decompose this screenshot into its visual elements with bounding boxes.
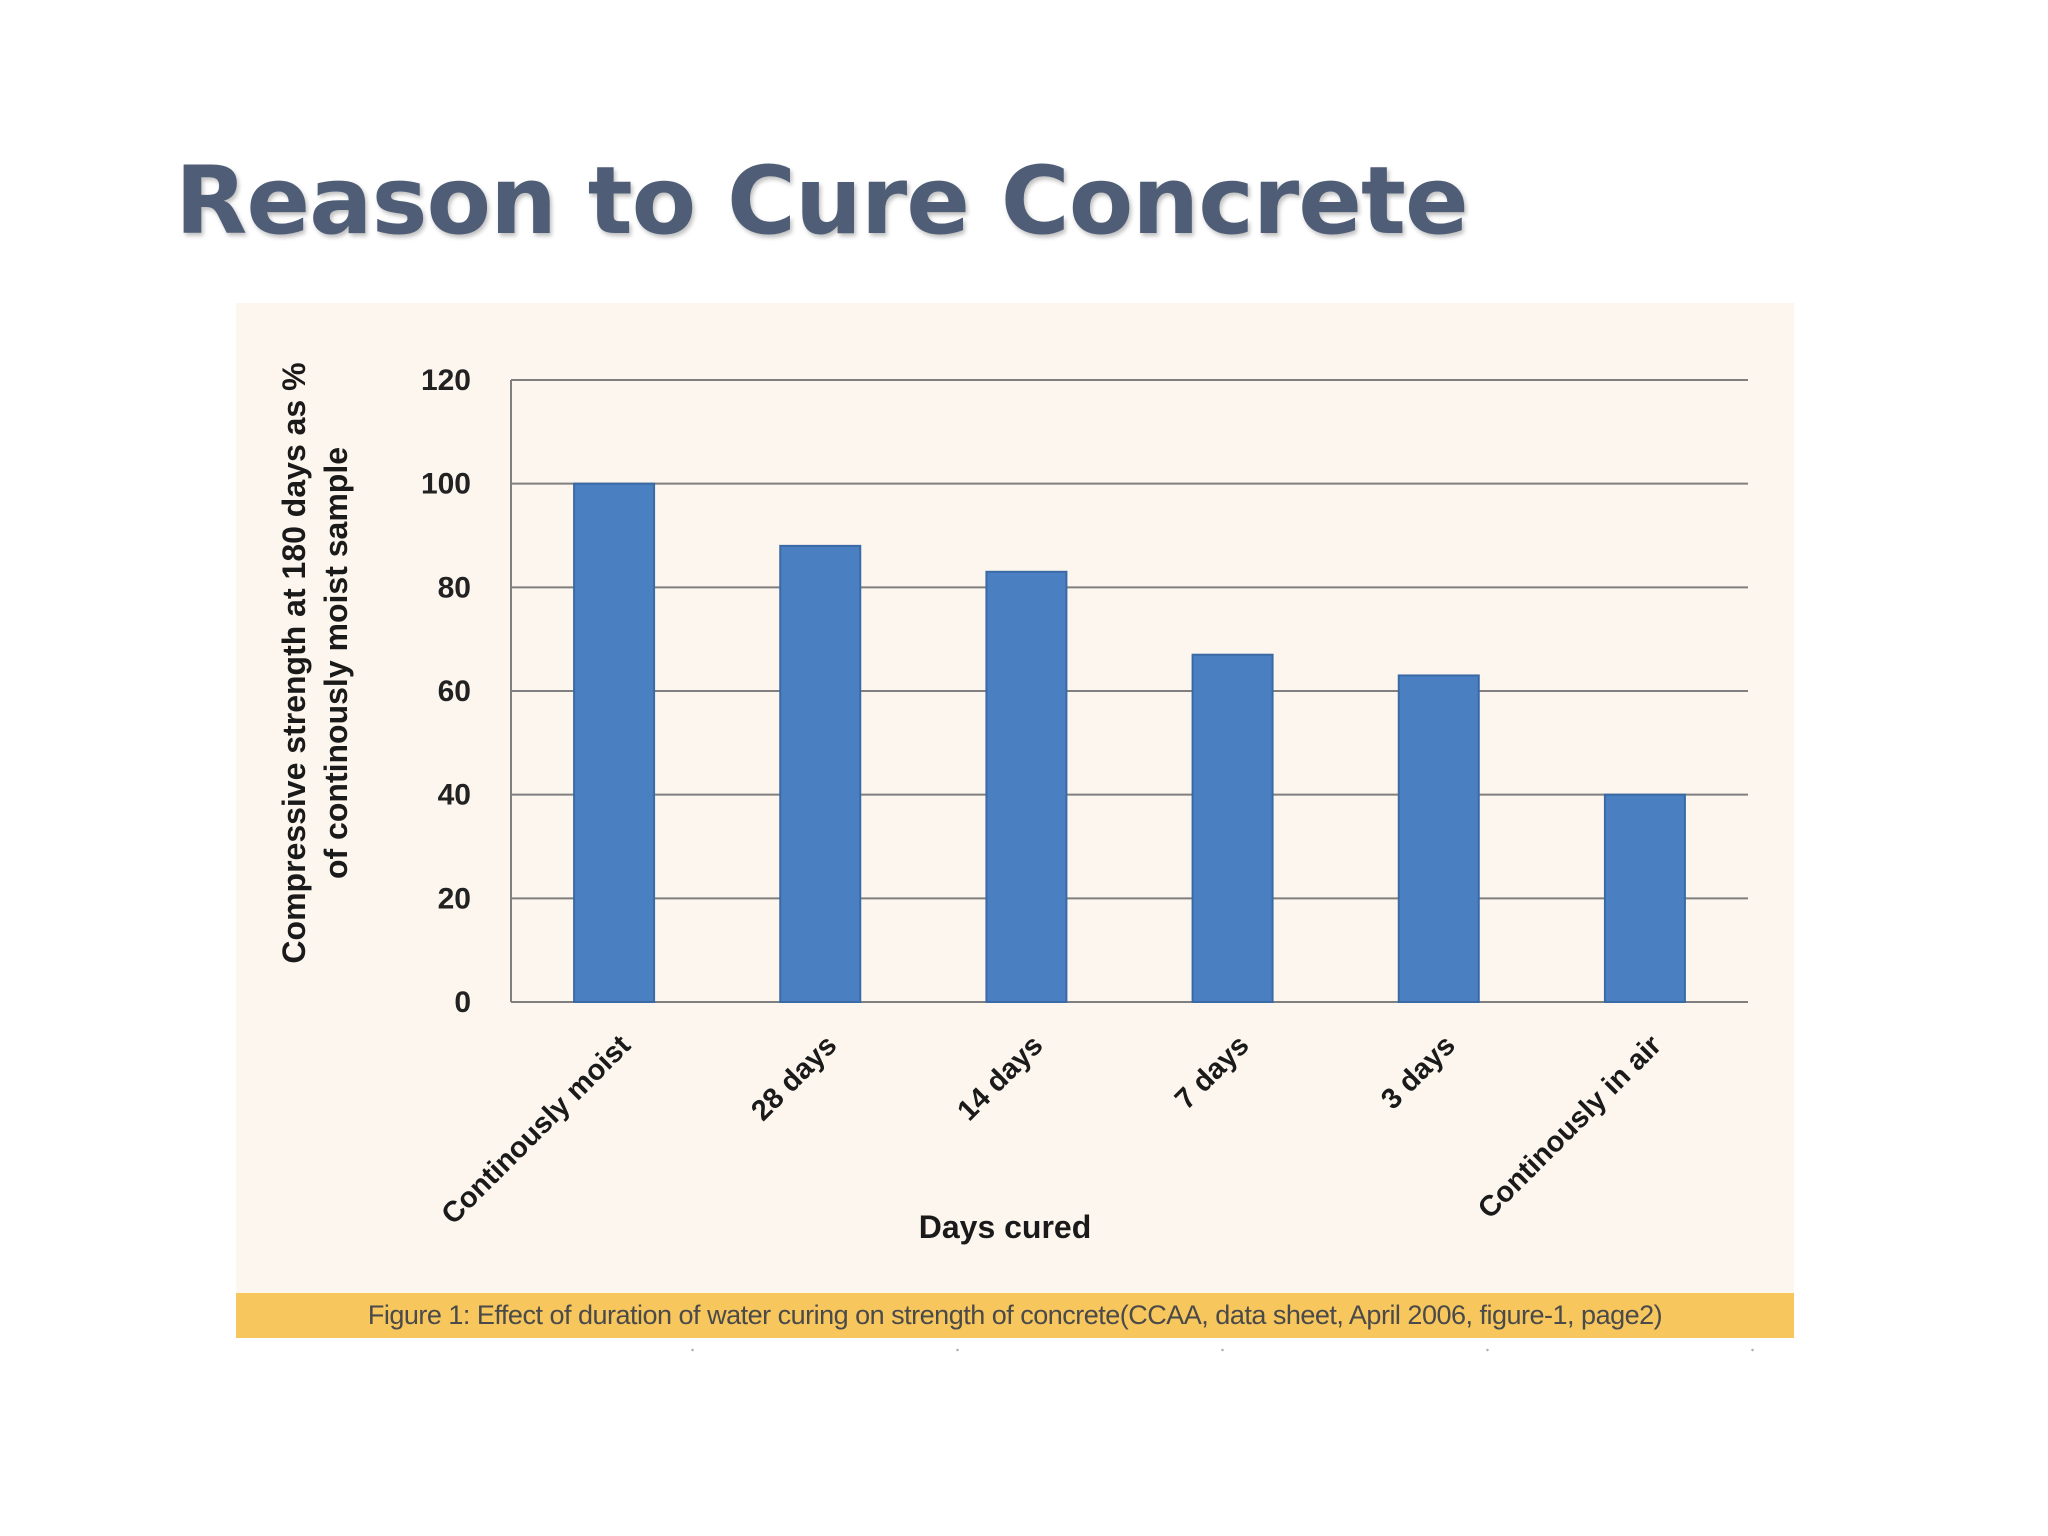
bar bbox=[779, 544, 862, 1003]
x-category-label: Continously in air bbox=[1472, 1029, 1668, 1225]
bar bbox=[1397, 674, 1480, 1003]
y-tick-label: 120 bbox=[421, 364, 471, 397]
y-tick-label: 40 bbox=[438, 779, 471, 812]
decorative-dots bbox=[560, 1348, 1930, 1352]
x-category-label: 3 days bbox=[1375, 1029, 1461, 1115]
bar bbox=[1603, 793, 1686, 1003]
bar-chart: 0 20 40 60 80 100 120 Continously moist 28 days… bbox=[276, 362, 1748, 1245]
bar bbox=[985, 570, 1068, 1003]
slide-title: Reason to Cure Concrete bbox=[175, 147, 1469, 256]
figure-caption: Figure 1: Effect of duration of water cu… bbox=[236, 1293, 1794, 1338]
y-axis-title-line-1: Compressive strength at 180 days as % bbox=[276, 362, 312, 963]
y-axis-title-line-2: of continously moist sample bbox=[318, 447, 354, 879]
x-axis-title: Days cured bbox=[919, 1209, 1092, 1245]
gridlines bbox=[510, 379, 1748, 1003]
y-tick-label: 100 bbox=[421, 468, 471, 501]
bar bbox=[1191, 653, 1274, 1003]
y-tick-label: 80 bbox=[438, 571, 471, 604]
bar bbox=[573, 482, 656, 1003]
x-category-labels: Continously moist 28 days 14 days 7 days 3 d… bbox=[436, 1029, 1668, 1231]
x-category-label: 28 days bbox=[745, 1029, 843, 1127]
x-category-label: 7 days bbox=[1169, 1029, 1255, 1115]
x-category-label: Continously moist bbox=[436, 1029, 638, 1231]
x-category-label: 14 days bbox=[951, 1029, 1049, 1127]
y-tick-label: 0 bbox=[454, 986, 471, 1019]
y-tick-label: 60 bbox=[438, 675, 471, 708]
y-tick-labels: 0 20 40 60 80 100 120 bbox=[421, 364, 471, 1019]
bars bbox=[573, 482, 1686, 1003]
y-tick-label: 20 bbox=[438, 882, 471, 915]
